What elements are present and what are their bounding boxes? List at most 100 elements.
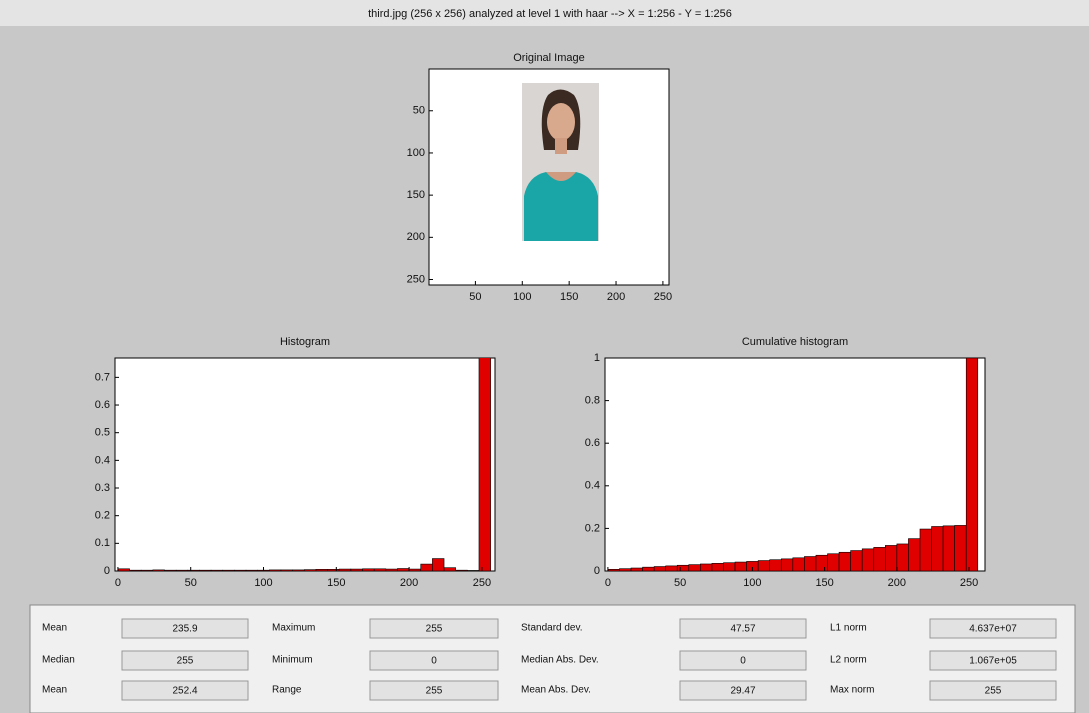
x-tick-label: 250 <box>654 291 672 303</box>
bar <box>351 569 363 571</box>
bar <box>700 564 712 571</box>
stat-label: Max norm <box>830 685 874 696</box>
bar <box>631 568 643 571</box>
bar <box>409 569 421 571</box>
bar <box>839 552 851 571</box>
bar <box>339 569 351 571</box>
y-tick-label: 1 <box>594 352 600 364</box>
bar <box>689 565 701 571</box>
bar <box>828 554 840 571</box>
bar <box>421 564 433 571</box>
y-tick-label: 0.6 <box>95 399 110 411</box>
bar <box>666 566 678 571</box>
window: third.jpg (256 x 256) analyzed at level … <box>0 0 1089 713</box>
stat-value: 252.4 <box>172 686 197 697</box>
y-tick-label: 250 <box>407 273 425 285</box>
x-tick-label: 200 <box>888 577 906 589</box>
stat-label: Median <box>42 655 75 666</box>
bar <box>643 567 655 571</box>
bar <box>444 568 456 571</box>
bar <box>608 569 620 571</box>
image-title: Original Image <box>513 52 585 64</box>
bar <box>770 560 782 571</box>
bar <box>712 563 724 571</box>
bar <box>723 563 735 571</box>
stat-value: 4.637e+07 <box>969 624 1017 635</box>
x-tick-label: 250 <box>960 577 978 589</box>
y-tick-label: 150 <box>407 189 425 201</box>
y-tick-label: 0.2 <box>95 510 110 522</box>
x-tick-label: 0 <box>605 577 611 589</box>
bar <box>966 358 978 571</box>
y-tick-label: 200 <box>407 231 425 243</box>
bar <box>456 570 468 571</box>
stat-label: L1 norm <box>830 623 867 634</box>
stat-value: 0 <box>740 656 746 667</box>
bar <box>479 353 491 571</box>
stat-value: 255 <box>985 686 1002 697</box>
x-tick-label: 50 <box>674 577 686 589</box>
x-tick-label: 150 <box>560 291 578 303</box>
x-tick-label: 150 <box>815 577 833 589</box>
stat-value: 255 <box>426 624 443 635</box>
bar <box>862 549 874 571</box>
x-tick-label: 100 <box>743 577 761 589</box>
photo <box>522 83 599 241</box>
y-tick-label: 0.2 <box>585 522 600 534</box>
bar <box>758 561 770 571</box>
window-title: third.jpg (256 x 256) analyzed at level … <box>368 8 732 20</box>
y-tick-label: 0.5 <box>95 427 110 439</box>
bar <box>246 570 258 571</box>
bar <box>304 570 316 571</box>
x-tick-label: 50 <box>469 291 481 303</box>
stat-label: L2 norm <box>830 655 867 666</box>
stat-label: Standard dev. <box>521 623 583 634</box>
bar <box>118 569 130 571</box>
stat-value: 29.47 <box>730 686 755 697</box>
bar <box>735 562 747 571</box>
chart-title: Histogram <box>280 336 330 348</box>
bar <box>816 555 828 571</box>
y-tick-label: 0.3 <box>95 482 110 494</box>
bar <box>281 570 293 571</box>
bar <box>874 547 886 571</box>
bar <box>397 569 409 571</box>
stat-label: Median Abs. Dev. <box>521 655 599 666</box>
bar <box>386 569 398 571</box>
bar <box>199 570 211 571</box>
stat-value: 255 <box>426 686 443 697</box>
y-tick-label: 0.8 <box>585 395 600 407</box>
y-tick-label: 0.7 <box>95 371 110 383</box>
stat-label: Mean Abs. Dev. <box>521 685 591 696</box>
y-tick-label: 0 <box>104 565 110 577</box>
bar <box>793 558 805 571</box>
x-tick-label: 150 <box>327 577 345 589</box>
bar <box>328 569 340 571</box>
bar <box>897 544 909 571</box>
stat-label: Minimum <box>272 655 313 666</box>
bar <box>211 570 223 571</box>
bar <box>176 570 188 571</box>
x-tick-label: 0 <box>115 577 121 589</box>
axes <box>115 358 495 571</box>
bar <box>677 565 689 571</box>
bar <box>920 529 932 571</box>
bar <box>804 557 816 571</box>
x-tick-label: 250 <box>473 577 491 589</box>
y-tick-label: 0.4 <box>95 454 110 466</box>
bar <box>851 551 863 571</box>
bar <box>943 526 955 571</box>
stat-value: 0 <box>431 656 437 667</box>
chart-title: Cumulative histogram <box>742 336 848 348</box>
stat-value: 235.9 <box>172 624 197 635</box>
y-tick-label: 50 <box>413 105 425 117</box>
stat-value: 47.57 <box>730 624 755 635</box>
bar <box>141 570 153 571</box>
y-tick-label: 0 <box>594 565 600 577</box>
x-tick-label: 200 <box>607 291 625 303</box>
x-tick-label: 100 <box>254 577 272 589</box>
stat-label: Mean <box>42 623 67 634</box>
bar <box>153 570 165 571</box>
stat-label: Mean <box>42 685 67 696</box>
bar <box>654 567 666 571</box>
